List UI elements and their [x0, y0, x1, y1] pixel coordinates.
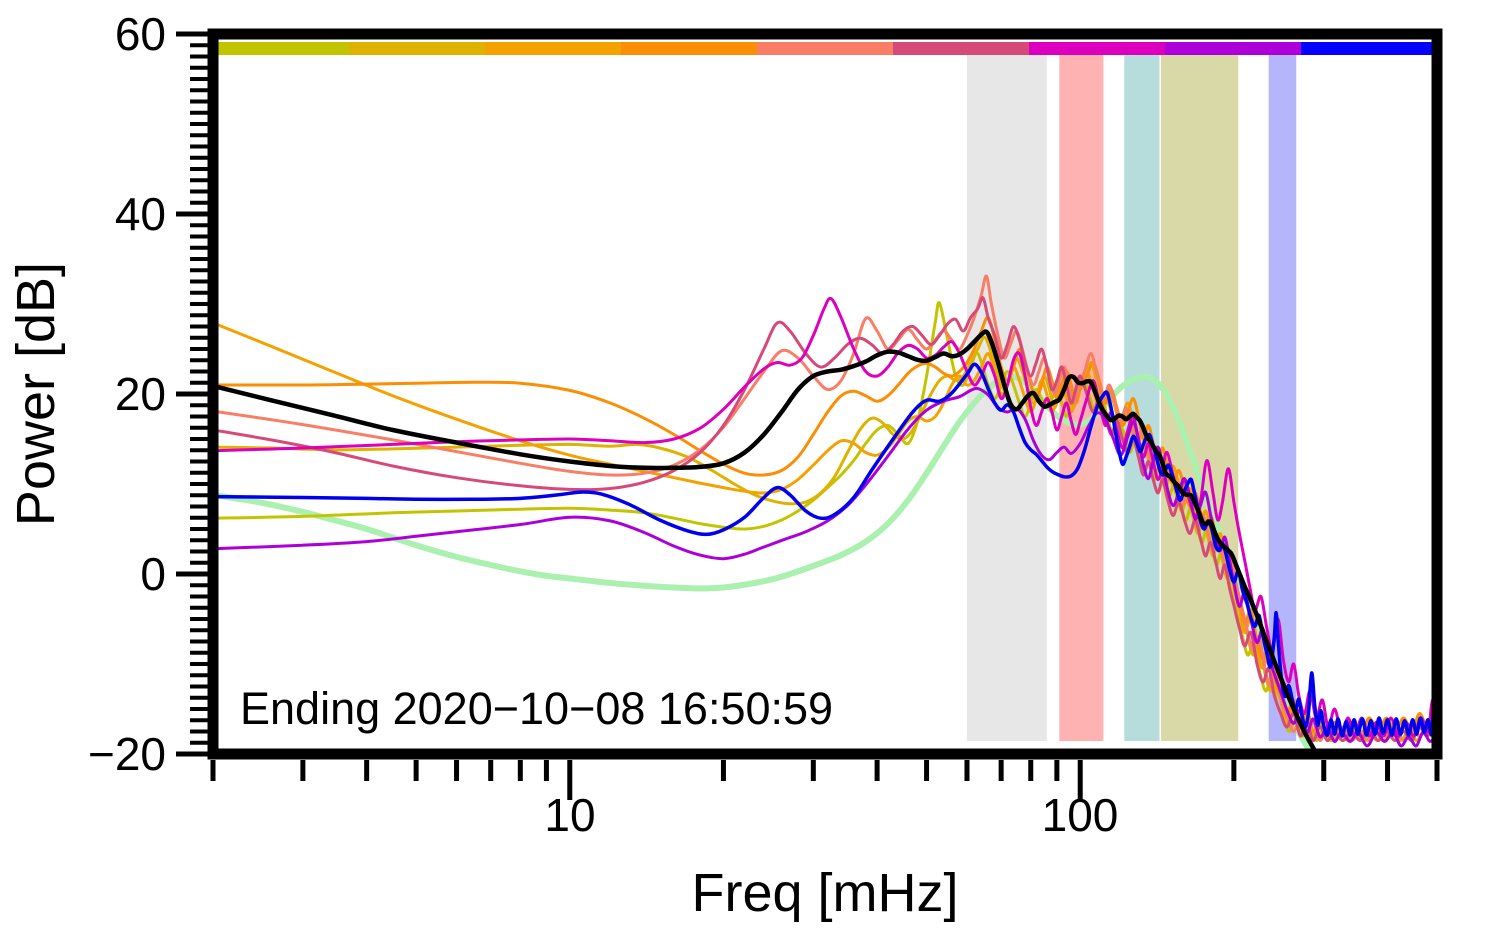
band-khaki — [1161, 55, 1239, 741]
colorbar-segment-6 — [893, 42, 1029, 55]
series-purple — [213, 386, 1437, 748]
colorbar-segment-3 — [485, 42, 621, 55]
y-tick-label-neg20: −20 — [87, 728, 166, 780]
colorbar-segment-8 — [1165, 42, 1301, 55]
colorbar-segment-4 — [621, 42, 757, 55]
band-teal — [1124, 55, 1160, 741]
curves-layer — [213, 274, 1437, 754]
x-tick-label-100: 100 — [1041, 789, 1119, 841]
series-dark-orange — [213, 315, 1437, 738]
colorbar-segment-2 — [349, 42, 485, 55]
y-tick-label-20: 20 — [114, 368, 166, 420]
ending-timestamp-annotation: Ending 2020−10−08 16:50:59 — [240, 683, 834, 734]
y-tick-label-0: 0 — [140, 548, 166, 600]
x-axis-title: Freq [mHz] — [691, 863, 959, 923]
colorbar-segment-5 — [757, 42, 893, 55]
y-tick-label-40: 40 — [114, 188, 166, 240]
y-tick-label-60: 60 — [114, 8, 166, 60]
series-salmon — [213, 274, 1437, 743]
x-tick-label-10: 10 — [544, 789, 596, 841]
colorbar-segment-9 — [1301, 42, 1437, 55]
y-axis-title: Power [dB] — [6, 261, 66, 527]
series-black-mean — [213, 329, 1320, 754]
plot-frame — [207, 28, 1443, 760]
colorbar-segment-1 — [213, 42, 349, 55]
series-orange — [213, 321, 1437, 743]
colorbar-segment-7 — [1029, 42, 1165, 55]
series-blue — [213, 362, 1437, 738]
